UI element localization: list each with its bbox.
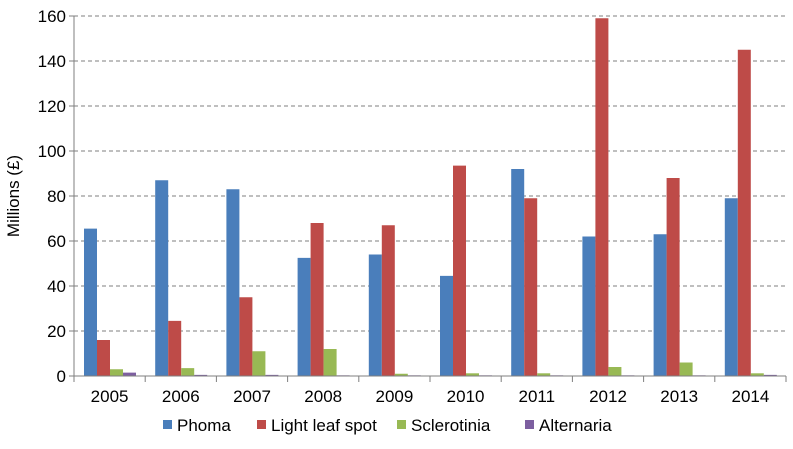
legend-swatch [397,420,406,429]
legend-label: Sclerotinia [411,416,491,435]
x-tick-label: 2006 [162,387,200,406]
y-tick-label: 120 [38,97,66,116]
bar-phoma [582,236,596,376]
y-tick-label: 100 [38,142,66,161]
y-tick-label: 160 [38,7,66,26]
legend-label: Light leaf spot [271,416,377,435]
bar-light-leaf-spot [524,198,538,376]
x-tick-label: 2007 [233,387,271,406]
x-axis-ticks: 2005 2006 2007 2008 2009 2010 2011 2012 2013 2014 [73,376,787,406]
y-tick-label: 140 [38,52,66,71]
bar-alternaria [763,374,777,376]
legend: Phoma Light leaf spot Sclerotinia Alternari… [163,416,612,435]
y-tick-label: 20 [47,322,66,341]
x-tick-label: 2009 [375,387,413,406]
x-tick-label: 2008 [304,387,342,406]
bar-sclerotinia [181,368,195,376]
bar-alternaria [265,374,279,376]
bar-sclerotinia [252,351,266,376]
bar-phoma [724,198,738,376]
bar-sclerotinia [750,373,764,376]
y-tick-label: 0 [57,367,66,386]
bars [84,18,777,376]
bar-phoma [226,189,240,376]
bar-phoma [368,254,382,376]
x-tick-label: 2010 [447,387,485,406]
bar-sclerotinia [323,349,337,376]
bar-phoma [297,257,311,376]
bar-sclerotinia [466,373,479,376]
bar-light-leaf-spot [310,223,324,376]
x-tick-label: 2013 [660,387,698,406]
x-tick-label: 2005 [91,387,129,406]
x-tick-label: 2012 [589,387,627,406]
bar-light-leaf-spot [97,340,110,376]
bar-phoma [155,180,169,376]
bar-alternaria [123,372,136,376]
x-tick-label: 2014 [731,387,769,406]
bar-alternaria [194,374,208,376]
y-axis-label: Millions (£) [4,155,23,237]
bar-light-leaf-spot [666,178,680,376]
bar-sclerotinia [537,373,551,376]
bar-light-leaf-spot [381,225,395,376]
y-axis-ticks: 0 20 40 60 80 100 120 140 160 [38,7,74,386]
y-tick-label: 60 [47,232,66,251]
bar-phoma [440,275,453,376]
legend-swatch [257,420,266,429]
bar-light-leaf-spot [239,297,253,376]
bar-sclerotinia [110,369,123,376]
legend-label: Phoma [177,416,231,435]
x-tick-label: 2011 [519,387,556,406]
bar-phoma [84,228,97,376]
legend-label: Alternaria [539,416,612,435]
legend-swatch [163,420,172,429]
bar-sclerotinia [608,367,622,376]
bar-light-leaf-spot [453,165,466,376]
bar-phoma [653,234,667,376]
bar-sclerotinia [394,373,408,376]
bar-sclerotinia [679,362,693,376]
legend-swatch [525,420,534,429]
bar-light-leaf-spot [595,18,609,376]
y-tick-label: 80 [47,187,66,206]
bar-light-leaf-spot [737,49,751,376]
bar-phoma [511,169,525,376]
y-tick-label: 40 [47,277,66,296]
bar-light-leaf-spot [168,320,182,376]
